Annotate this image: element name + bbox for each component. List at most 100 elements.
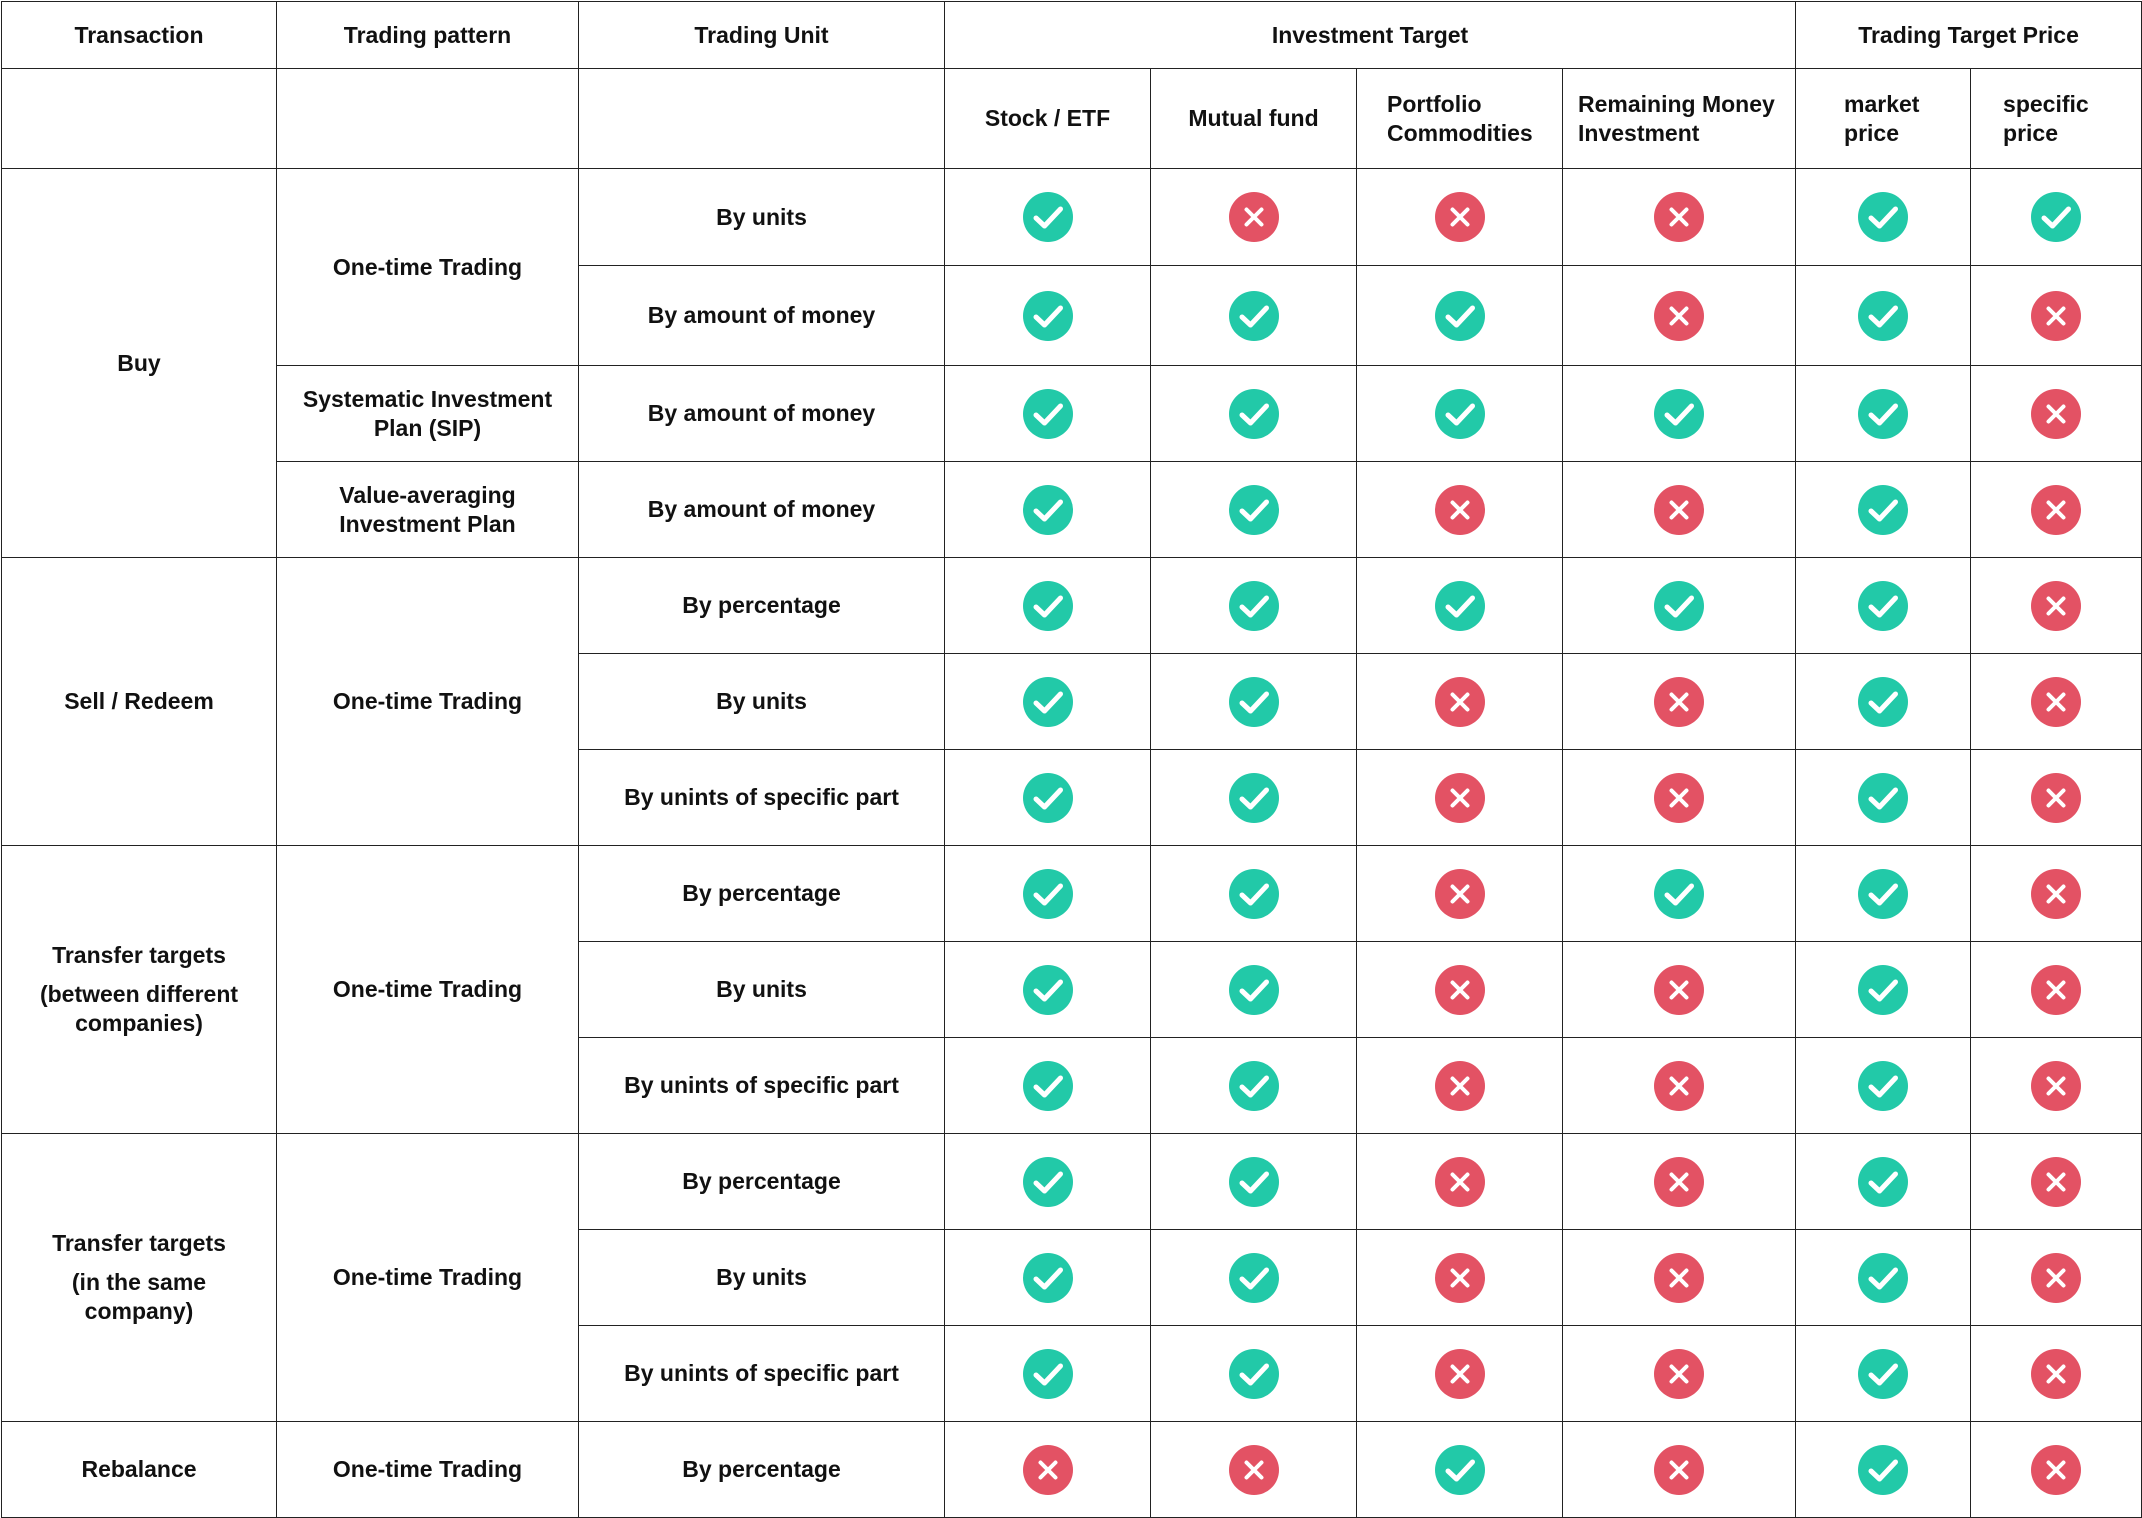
cross-icon — [1434, 1156, 1485, 1207]
status-cell-remaining-money-investment — [1561, 1037, 1797, 1134]
status-cell-specific-price — [1970, 1325, 2142, 1422]
check-icon — [1228, 388, 1279, 439]
status-cell-specific-price — [1970, 749, 2142, 846]
check-icon — [1022, 1060, 1073, 1111]
status-cell-specific-price — [1970, 1037, 2142, 1134]
cross-icon — [1654, 1060, 1705, 1111]
check-icon — [1858, 1444, 1909, 1495]
cross-icon — [1654, 772, 1705, 823]
status-cell-portfolio-commodities — [1356, 749, 1563, 846]
check-icon — [1654, 868, 1705, 919]
trading-unit-cell: By amount of money — [578, 461, 945, 558]
status-cell-remaining-money-investment — [1561, 1325, 1797, 1422]
cross-icon — [1654, 192, 1705, 242]
cross-icon — [2031, 1156, 2082, 1207]
cross-icon — [1654, 484, 1705, 535]
trading-pattern-cell: One-time Trading — [276, 1133, 579, 1422]
status-cell-stock-etf — [944, 265, 1151, 366]
check-icon — [1858, 1156, 1909, 1207]
trading-unit-cell: By units — [578, 168, 945, 266]
table-row: Buy One-time Trading By units — [1, 168, 2142, 558]
cross-icon — [2031, 290, 2082, 341]
status-cell-specific-price — [1970, 365, 2142, 462]
check-icon — [1022, 1252, 1073, 1303]
trading-unit-cell: By units — [578, 1229, 945, 1326]
check-icon — [1228, 484, 1279, 535]
transaction-label: (between different companies) — [39, 981, 239, 1036]
trading-unit-cell: By percentage — [578, 1133, 945, 1230]
status-cell-remaining-money-investment — [1561, 1133, 1797, 1230]
cross-icon — [1228, 192, 1279, 242]
status-cell-specific-price — [1970, 1421, 2142, 1518]
status-cell-stock-etf — [944, 941, 1151, 1038]
trading-unit-cell: By percentage — [578, 845, 945, 942]
trading-pattern-label: One-time Trading — [332, 688, 523, 714]
cross-icon — [1654, 676, 1705, 727]
status-cell-mutual-fund — [1150, 1133, 1357, 1230]
transaction-label: Transfer targets — [52, 1230, 226, 1256]
status-cell-stock-etf — [944, 365, 1151, 462]
status-cell-mutual-fund — [1150, 461, 1357, 558]
check-icon — [1228, 290, 1279, 341]
check-icon — [1858, 1252, 1909, 1303]
status-cell-stock-etf — [944, 749, 1151, 846]
check-icon — [1858, 772, 1909, 823]
status-cell-portfolio-commodities — [1356, 1037, 1563, 1134]
check-icon — [1858, 388, 1909, 439]
cross-icon — [2031, 388, 2082, 439]
status-cell-remaining-money-investment — [1561, 265, 1797, 366]
subheader-portfolio-commodities: Portfolio Commodities — [1356, 68, 1563, 169]
status-cell-stock-etf — [944, 653, 1151, 750]
status-cell-remaining-money-investment — [1561, 461, 1797, 558]
status-cell-remaining-money-investment — [1561, 653, 1797, 750]
check-icon — [1228, 772, 1279, 823]
status-cell-mutual-fund — [1150, 845, 1357, 942]
status-cell-remaining-money-investment — [1561, 1229, 1797, 1326]
status-cell-portfolio-commodities — [1356, 168, 1563, 266]
trading-pattern-cell: One-time Trading — [276, 1421, 579, 1518]
cross-icon — [1022, 1444, 1073, 1495]
cross-icon — [2031, 772, 2082, 823]
header-investment-target: Investment Target — [943, 1, 1797, 69]
header-row: Transaction Trading pattern Trading Unit… — [1, 1, 2142, 69]
subheader-blank-transaction — [1, 68, 277, 169]
check-icon — [1434, 1444, 1485, 1495]
status-cell-mutual-fund — [1150, 1325, 1357, 1422]
status-cell-market-price — [1795, 1229, 1972, 1326]
trading-pattern-cell: Systematic Investment Plan (SIP) — [276, 365, 579, 462]
status-cell-mutual-fund — [1150, 557, 1357, 654]
status-cell-market-price — [1795, 168, 1972, 266]
check-icon — [1228, 1060, 1279, 1111]
status-cell-remaining-money-investment — [1561, 749, 1797, 846]
trading-unit-cell: By unints of specific part — [578, 1325, 945, 1422]
subheader-stock-etf: Stock / ETF — [944, 68, 1151, 169]
check-icon — [1022, 772, 1073, 823]
status-cell-mutual-fund — [1150, 1229, 1357, 1326]
table-row: Value-averaging Investment Plan By amount… — [2, 461, 2142, 558]
check-icon — [1228, 1252, 1279, 1303]
status-cell-market-price — [1795, 365, 1972, 462]
status-cell-stock-etf — [944, 1133, 1151, 1230]
trading-pattern-cell: One-time Trading — [276, 168, 579, 366]
table-row: By unints of specific part — [2, 1037, 2142, 1134]
status-cell-remaining-money-investment — [1561, 845, 1797, 942]
check-icon — [1228, 964, 1279, 1015]
cross-icon — [1654, 1156, 1705, 1207]
cross-icon — [2031, 484, 2082, 535]
status-cell-portfolio-commodities — [1356, 1325, 1563, 1422]
status-cell-market-price — [1795, 749, 1972, 846]
table-row: Rebalance One-time Trading By percentage — [1, 1421, 2142, 1518]
cross-icon — [1434, 1348, 1485, 1399]
subheader-specific-price: specific price — [1970, 68, 2142, 169]
cross-icon — [1654, 290, 1705, 341]
trading-unit-cell: By units — [578, 941, 945, 1038]
status-cell-mutual-fund — [1150, 365, 1357, 462]
transaction-label: Sell / Redeem — [64, 688, 214, 714]
cross-icon — [2031, 1348, 2082, 1399]
cross-icon — [2031, 1060, 2082, 1111]
status-cell-market-price — [1795, 1037, 1972, 1134]
status-cell-portfolio-commodities — [1356, 557, 1563, 654]
trading-unit-cell: By unints of specific part — [578, 1037, 945, 1134]
status-cell-portfolio-commodities — [1356, 941, 1563, 1038]
